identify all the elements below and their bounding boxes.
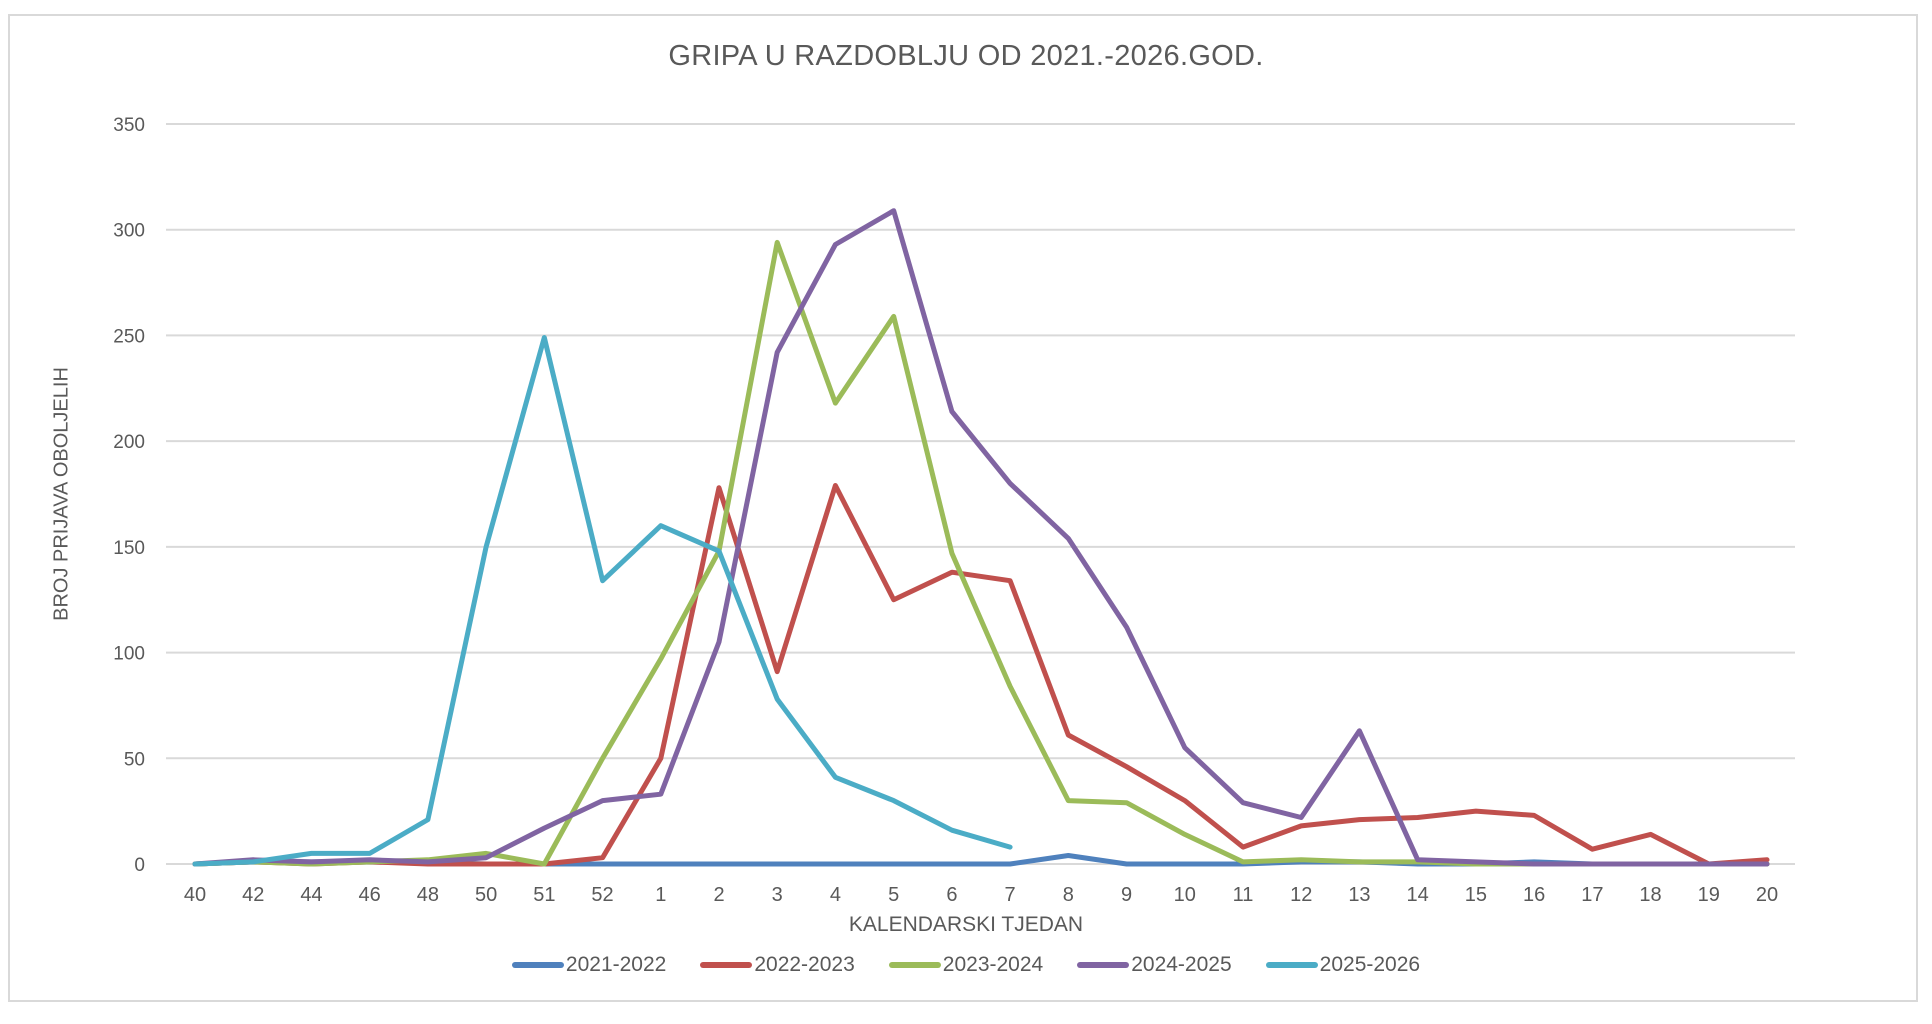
x-axis-title: KALENDARSKI TJEDAN xyxy=(848,913,1084,936)
y-axis-ticks: 0 50 100 150 200 250 300 350 xyxy=(113,115,145,876)
x-tick-label: 18 xyxy=(1639,884,1661,906)
chart-frame xyxy=(8,14,1918,1002)
legend-item: 2023-2024 xyxy=(888,953,1044,977)
x-tick-label: 13 xyxy=(1348,884,1370,906)
series-lines xyxy=(192,208,1770,867)
legend-item: 2021-2022 xyxy=(511,953,667,977)
legend-swatch-icon xyxy=(1077,962,1130,968)
y-tick-label: 300 xyxy=(113,221,145,242)
x-tick-label: 2 xyxy=(713,884,724,906)
legend-label: 2024-2025 xyxy=(1131,953,1232,976)
x-tick-label: 17 xyxy=(1581,884,1603,906)
y-tick-label: 250 xyxy=(113,326,145,347)
x-tick-label: 20 xyxy=(1756,884,1778,906)
x-tick-label: 7 xyxy=(1005,884,1016,906)
legend-swatch-icon xyxy=(888,962,941,968)
legend: 2021-2022 2022-2023 2023-2024 2024-2025 2025… xyxy=(0,953,1932,977)
x-tick-label: 1 xyxy=(655,884,666,906)
legend-swatch-icon xyxy=(511,962,564,968)
x-tick-label: 14 xyxy=(1407,884,1429,906)
legend-label: 2025-2026 xyxy=(1319,953,1421,976)
x-tick-label: 9 xyxy=(1121,884,1132,906)
x-tick-label: 51 xyxy=(533,884,555,906)
y-tick-label: 200 xyxy=(113,432,145,453)
x-tick-label: 42 xyxy=(242,884,264,906)
legend-swatch-icon xyxy=(700,962,753,968)
x-tick-label: 15 xyxy=(1465,884,1487,906)
y-tick-label: 0 xyxy=(134,855,145,876)
gridlines xyxy=(166,123,1795,865)
x-tick-label: 8 xyxy=(1063,884,1074,906)
legend-label: 2023-2024 xyxy=(942,953,1044,976)
y-tick-label: 150 xyxy=(113,538,145,559)
x-tick-label: 46 xyxy=(359,884,381,906)
x-tick-label: 4 xyxy=(830,884,841,906)
legend-item: 2022-2023 xyxy=(700,953,855,977)
legend-label: 2022-2023 xyxy=(754,953,855,976)
legend-item: 2025-2026 xyxy=(1265,953,1421,977)
legend-item: 2024-2025 xyxy=(1077,953,1232,977)
chart-title: GRIPA U RAZDOBLJU OD 2021.-2026.GOD. xyxy=(668,40,1264,72)
y-tick-label: 50 xyxy=(124,749,145,770)
x-tick-label: 3 xyxy=(772,884,783,906)
y-tick-label: 350 xyxy=(113,115,145,136)
x-tick-label: 10 xyxy=(1174,884,1196,906)
x-tick-label: 19 xyxy=(1698,884,1720,906)
x-tick-label: 12 xyxy=(1290,884,1312,906)
x-tick-label: 44 xyxy=(300,884,322,906)
x-tick-label: 50 xyxy=(475,884,497,906)
legend-label: 2021-2022 xyxy=(565,953,667,976)
series-line-2025-2026 xyxy=(192,335,1013,867)
legend-swatch-icon xyxy=(1265,962,1318,968)
x-tick-label: 6 xyxy=(946,884,957,906)
x-tick-label: 5 xyxy=(888,884,899,906)
x-tick-label: 11 xyxy=(1233,884,1254,906)
x-tick-label: 48 xyxy=(417,884,439,906)
x-tick-label: 40 xyxy=(184,884,206,906)
x-tick-label: 52 xyxy=(591,884,613,906)
x-axis-ticks: 40 42 44 46 48 50 51 52 1 2 3 4 5 6 7 8 9 10 11 12 13 14 15 16 1… xyxy=(184,884,1778,906)
series-line-2024-2025 xyxy=(192,208,1770,867)
series-line-2022-2023 xyxy=(192,483,1770,867)
x-tick-label: 16 xyxy=(1523,884,1545,906)
y-tick-label: 100 xyxy=(113,644,145,665)
